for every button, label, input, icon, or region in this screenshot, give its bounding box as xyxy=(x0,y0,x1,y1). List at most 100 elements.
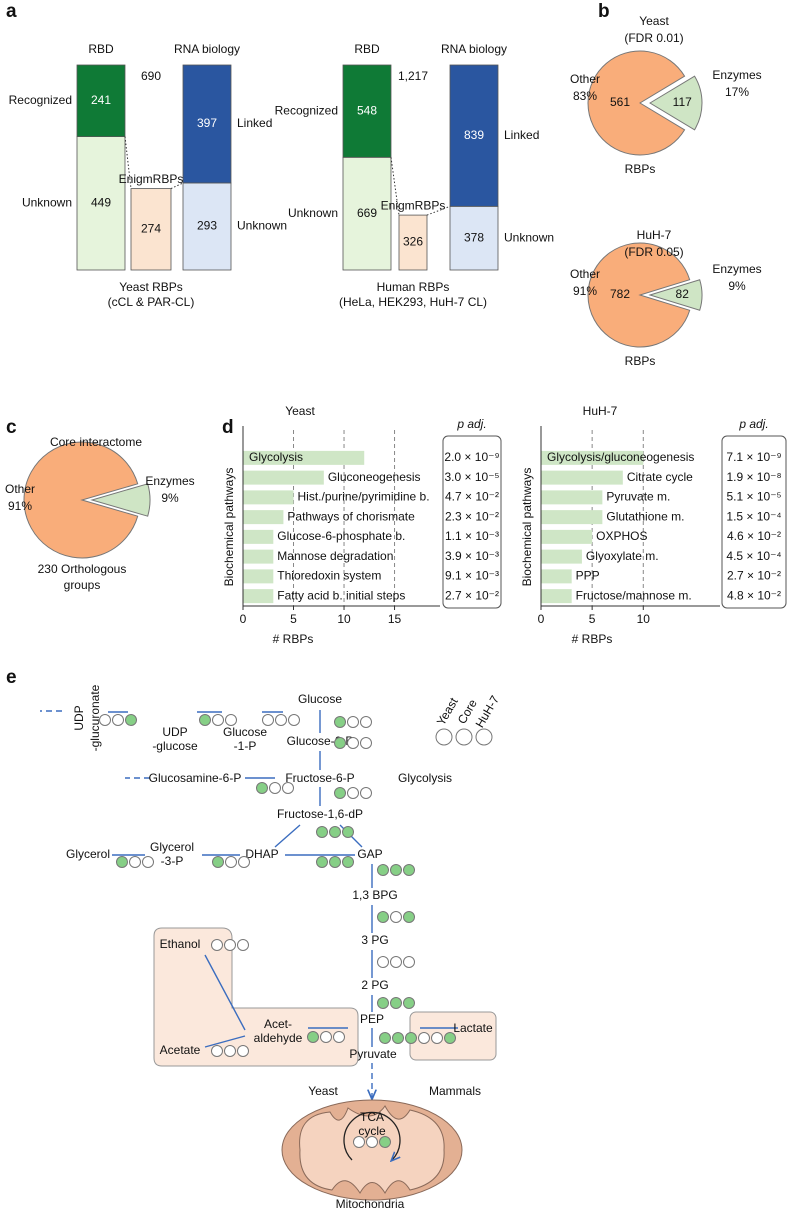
node-label: Glucose xyxy=(298,692,342,706)
panel-label: a xyxy=(6,1,17,22)
enzyme-dot xyxy=(353,1136,365,1148)
legend-label: Enzymes xyxy=(145,474,194,488)
bar xyxy=(541,450,644,465)
category-label: Fructose/mannose m. xyxy=(576,588,692,602)
node-label: Ethanol xyxy=(160,937,201,951)
category-label: OXPHOS xyxy=(596,529,647,543)
percent-label: 83% xyxy=(573,89,597,103)
enzyme-dot xyxy=(142,856,154,868)
p-box xyxy=(442,435,502,609)
tca-arrow xyxy=(343,1111,401,1160)
legend-dot xyxy=(455,728,473,746)
legend-label: Enzymes xyxy=(712,68,761,82)
y-axis-label: Biochemical pathways xyxy=(520,468,534,587)
legend-label: Enzymes xyxy=(712,262,761,276)
segment-value: 548 xyxy=(357,103,377,117)
legend-label: Other xyxy=(5,482,35,496)
enzyme-dot xyxy=(99,714,111,726)
bar xyxy=(541,510,603,525)
enzyme-dot xyxy=(225,856,237,868)
enzyme-dot xyxy=(211,1045,223,1057)
percent-label: 9% xyxy=(161,491,179,505)
node-label: -glucose xyxy=(152,739,198,753)
pie-footer: RBPs xyxy=(625,354,656,368)
enzyme-dot xyxy=(390,956,402,968)
enzyme-dot xyxy=(329,826,341,838)
segment-value: 378 xyxy=(464,230,484,244)
segment-value: 293 xyxy=(197,219,217,233)
node-label: GAP xyxy=(357,847,382,861)
x-tick-label: 15 xyxy=(388,612,402,626)
category-label: PPP xyxy=(576,569,600,583)
x-tick-label: 0 xyxy=(240,612,247,626)
enzyme-dot xyxy=(320,1031,332,1043)
enzyme-dot xyxy=(199,714,211,726)
segment-value: 241 xyxy=(91,93,111,107)
node-label: Glycolysis xyxy=(398,771,452,785)
enzyme-dot xyxy=(224,939,236,951)
p-value: 2.7 × 10⁻² xyxy=(727,569,781,583)
enzyme-dot xyxy=(329,856,341,868)
pie-slice xyxy=(90,483,151,517)
enzyme-dot xyxy=(269,782,281,794)
p-value: 2.7 × 10⁻² xyxy=(445,588,499,602)
p-value: 2.0 × 10⁻⁹ xyxy=(444,450,499,464)
enzyme-dot xyxy=(366,1136,378,1148)
enzyme-dot xyxy=(262,714,274,726)
node-label: Fructose-1,6-dP xyxy=(277,807,363,821)
total: 1,217 xyxy=(398,69,428,83)
pie-title: Yeast xyxy=(639,14,669,28)
bar-segment xyxy=(76,64,126,138)
enzyme-dot xyxy=(418,1032,430,1044)
percent-label: 17% xyxy=(725,85,749,99)
legend-label: Other xyxy=(570,267,600,281)
pie-title: Core interactome xyxy=(50,435,142,449)
node-label: -glucuronate xyxy=(88,684,102,751)
enzyme-dot xyxy=(377,956,389,968)
column-title: RNA biology xyxy=(174,42,240,56)
x-tick-label: 10 xyxy=(637,612,651,626)
p-value: 4.5 × 10⁻⁴ xyxy=(726,549,781,563)
node-label: DHAP xyxy=(245,847,278,861)
p-value: 7.1 × 10⁻⁹ xyxy=(726,450,781,464)
node-label: UDP xyxy=(72,705,86,730)
node-label: PEP xyxy=(360,1012,384,1026)
total: 690 xyxy=(141,69,161,83)
panel-label: e xyxy=(6,667,17,688)
enzyme-dot xyxy=(307,1031,319,1043)
p-value: 2.3 × 10⁻² xyxy=(445,509,499,523)
segment-value: 326 xyxy=(403,235,423,249)
p-value: 1.5 × 10⁻⁴ xyxy=(726,509,781,523)
enzyme-dot xyxy=(334,787,346,799)
category-label: Fatty acid b. initial steps xyxy=(277,588,405,602)
node-label: TCA xyxy=(360,1110,384,1124)
slice-value: 117 xyxy=(673,95,692,109)
node-label: 3 PG xyxy=(361,933,388,947)
bar xyxy=(541,549,582,564)
bar xyxy=(243,490,294,505)
bar xyxy=(243,549,274,564)
segment-name: EnigmRBPs xyxy=(381,198,446,212)
column-title: RBD xyxy=(88,42,114,56)
bar-segment xyxy=(182,182,232,271)
enzyme-dot xyxy=(238,856,250,868)
enzyme-dot xyxy=(342,826,354,838)
content: 449 Unknown 241 Recognized 274 EnigmRBPs 293 Un… xyxy=(5,14,787,1211)
node-label: Fructose-6-P xyxy=(285,771,354,785)
percent-label: 91% xyxy=(573,284,597,298)
caption: Human RBPs xyxy=(377,280,450,294)
enzyme-dot xyxy=(224,1045,236,1057)
node-label: -1-P xyxy=(234,739,257,753)
pie-footer: 230 Orthologous xyxy=(38,562,127,576)
node-label: Acet- xyxy=(264,1017,292,1031)
connector xyxy=(124,136,184,190)
node-label: Glycerol xyxy=(66,847,110,861)
category-label: Hist./purine/pyrimidine b. xyxy=(298,490,430,504)
panel-label: c xyxy=(6,417,17,438)
segment-name: EnigmRBPs xyxy=(119,172,184,186)
p-value: 4.8 × 10⁻² xyxy=(727,588,781,602)
category-label: Glutathione m. xyxy=(606,509,684,523)
percent-label: 91% xyxy=(8,499,32,513)
pie-footer: RBPs xyxy=(625,162,656,176)
category-label: Glyoxylate m. xyxy=(586,549,659,563)
